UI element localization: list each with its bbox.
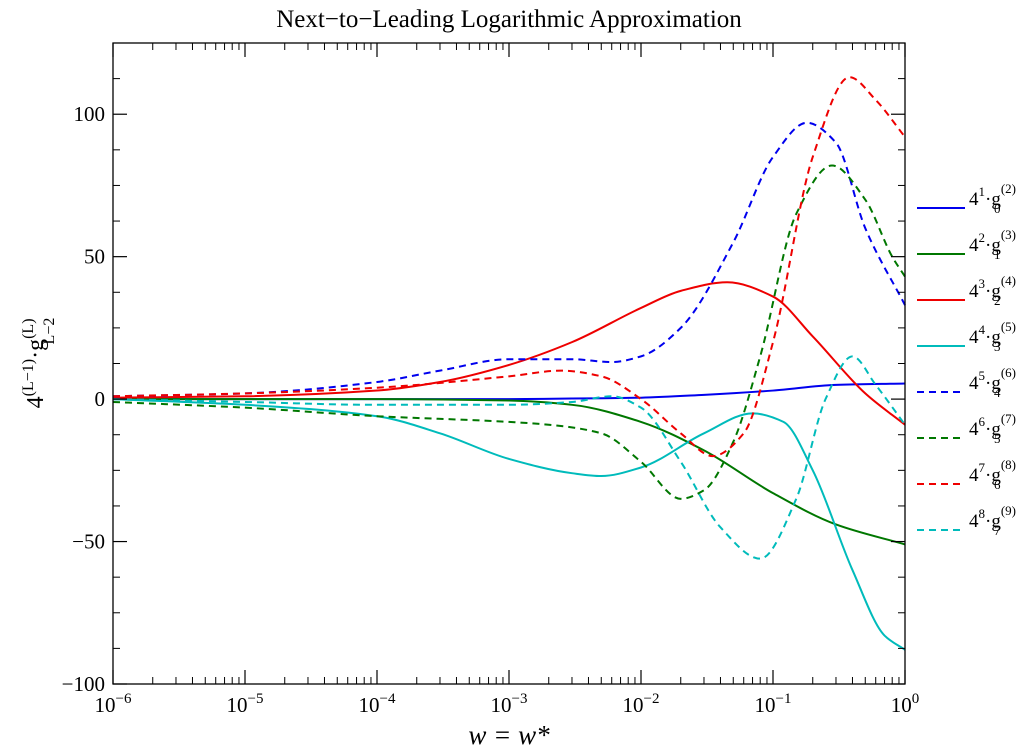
y-tick-label: −100 bbox=[62, 672, 105, 696]
legend: 41·g(2) 0 42·g(3) 1 43·g(4) 2 44·g(5) 3 45·g(6) 4… bbox=[917, 181, 1016, 538]
legend-label: 46·g(7) 5 bbox=[969, 411, 1016, 446]
y-axis-label-base-exponent: (L−1) bbox=[20, 359, 37, 396]
y-tick-label: 100 bbox=[74, 102, 106, 126]
series-line-7 bbox=[112, 76, 906, 458]
y-axis-label-g-subscript: L−2 bbox=[41, 318, 58, 345]
x-tick-label: 10−2 bbox=[623, 691, 660, 717]
y-axis-label: 4(L−1)·g(L) L−2 bbox=[20, 318, 58, 409]
x-tick-labels: 10−6 10−5 10−4 10−3 10−2 10−1 100 bbox=[95, 691, 920, 717]
chart-title: Next−to−Leading Logarithmic Approximatio… bbox=[276, 6, 742, 33]
series-line-8 bbox=[112, 355, 906, 560]
y-tick-label: 50 bbox=[84, 245, 105, 269]
series-line-5 bbox=[112, 121, 906, 398]
x-tick-label: 10−6 bbox=[95, 691, 132, 717]
y-axis-label-g: g bbox=[23, 339, 49, 351]
legend-label: 48·g(9) 7 bbox=[969, 503, 1016, 538]
x-tick-label: 10−5 bbox=[227, 691, 264, 717]
legend-label: 45·g(6) 4 bbox=[969, 365, 1016, 400]
series-line-3 bbox=[112, 281, 906, 426]
legend-label: 47·g(8) 6 bbox=[969, 457, 1016, 492]
x-axis-label: w = w* bbox=[468, 720, 550, 750]
legend-label: 43·g(4) 2 bbox=[969, 273, 1016, 308]
y-tick-label: −50 bbox=[72, 530, 105, 554]
series-line-6 bbox=[112, 164, 906, 500]
x-tick-label: 10−1 bbox=[755, 691, 792, 717]
series-line-4 bbox=[112, 398, 906, 651]
y-axis-label-dot: · bbox=[23, 351, 49, 359]
legend-label: 41·g(2) 0 bbox=[969, 181, 1016, 216]
y-tick-label: 0 bbox=[95, 387, 106, 411]
legend-label: 42·g(3) 1 bbox=[969, 227, 1016, 262]
x-tick-label: 100 bbox=[891, 691, 920, 717]
y-axis-label-g-superscript: (L) bbox=[20, 318, 37, 338]
legend-label: 44·g(5) 3 bbox=[969, 319, 1016, 354]
series-layer bbox=[112, 76, 906, 651]
x-tick-label: 10−3 bbox=[491, 691, 528, 717]
x-tick-label: 10−4 bbox=[359, 691, 396, 717]
y-axis-label-base: 4 bbox=[23, 396, 49, 408]
y-tick-labels: −100 −50 0 50 100 bbox=[62, 102, 105, 696]
ticks-layer bbox=[112, 42, 906, 685]
